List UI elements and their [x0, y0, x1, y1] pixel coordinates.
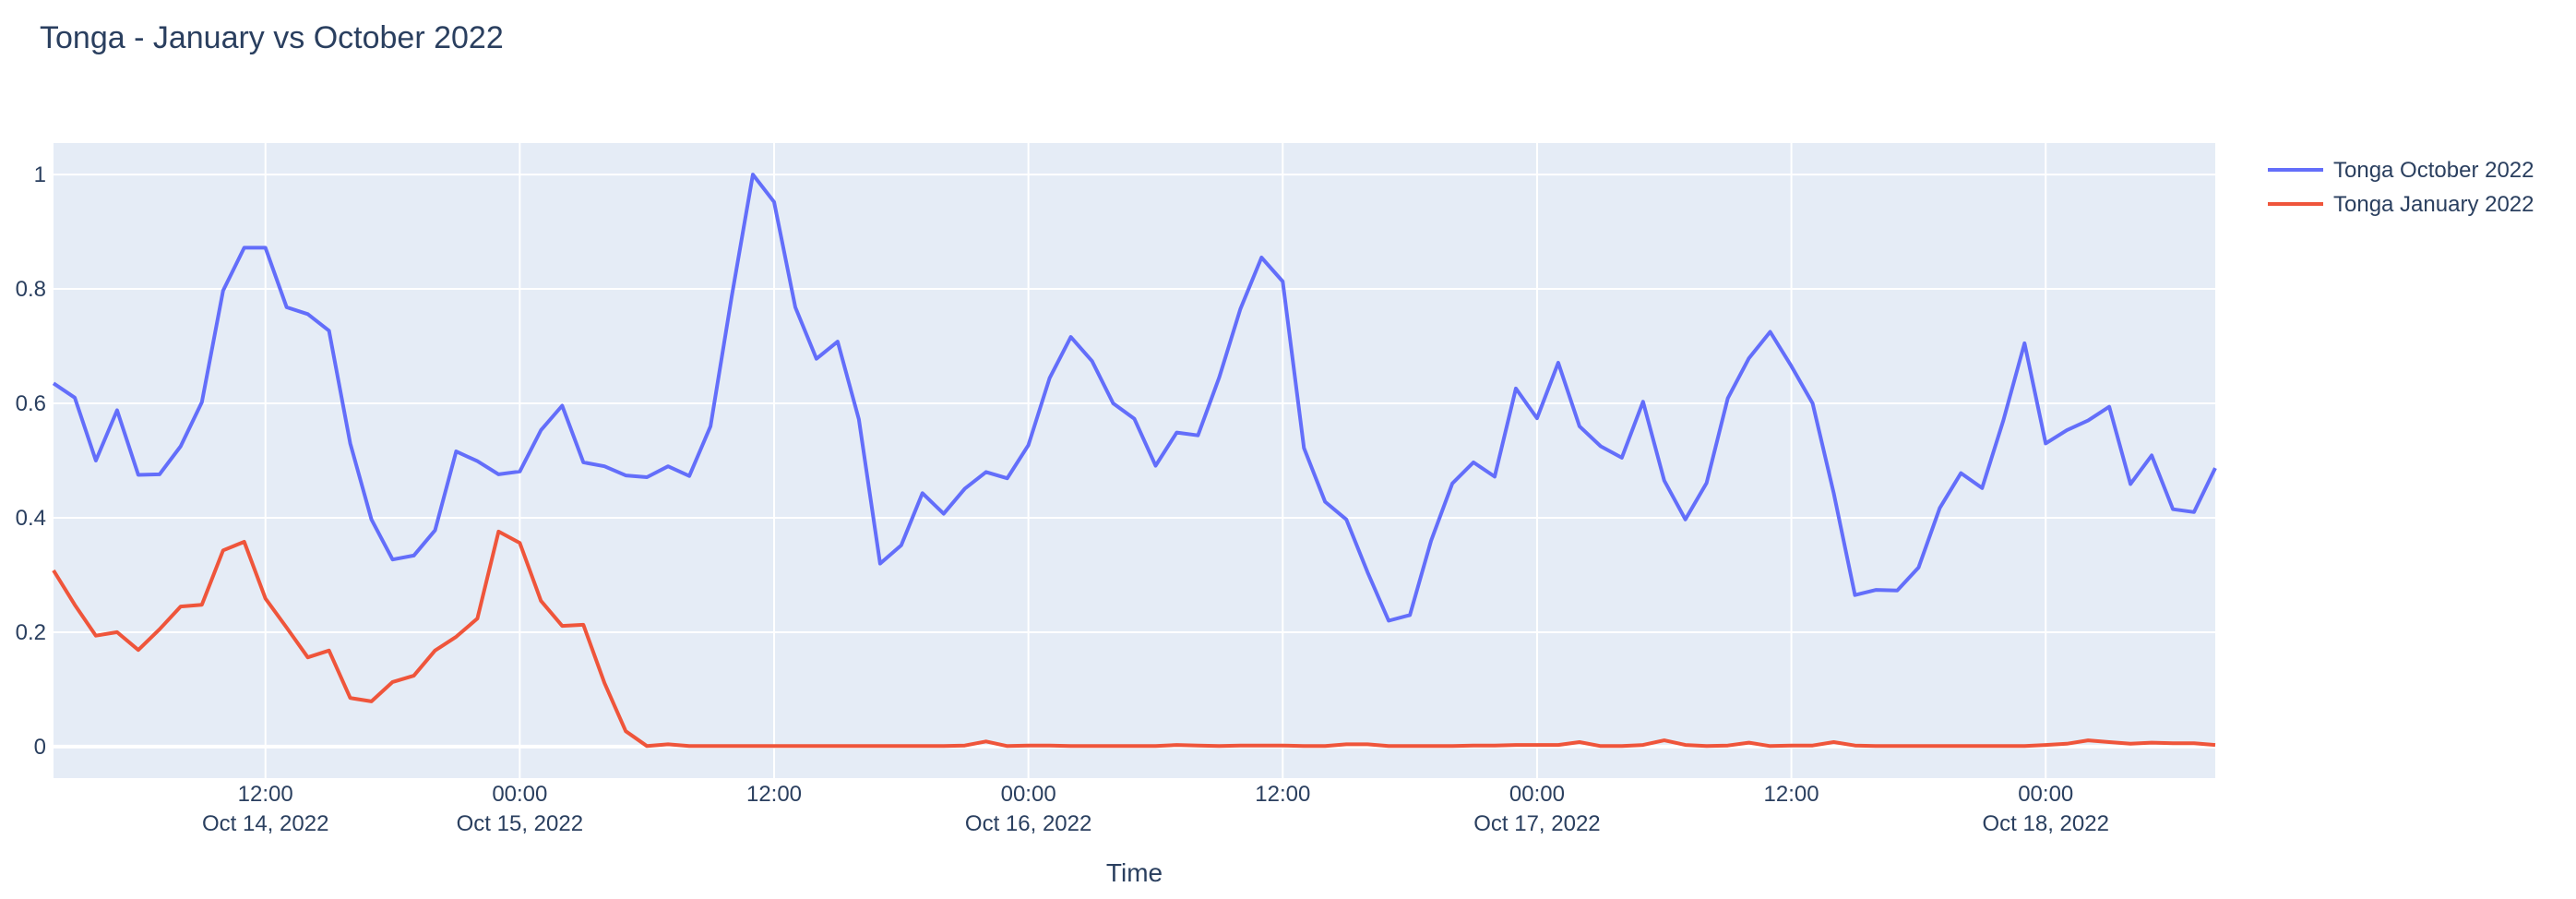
y-tick-label: 1: [34, 162, 46, 187]
x-tick-time-label: 12:00: [1255, 782, 1310, 807]
y-tick-label: 0.4: [16, 506, 46, 531]
x-tick-date-label: Oct 18, 2022: [1983, 811, 2109, 836]
legend: Tonga October 2022 Tonga January 2022: [2268, 158, 2534, 217]
series-lines: [52, 173, 2217, 749]
y-tick-label: 0: [34, 735, 46, 760]
x-tick-time-label: 00:00: [492, 782, 547, 807]
gridlines: [54, 143, 2215, 778]
series-line-january: [52, 529, 2216, 749]
y-tick-label: 0.2: [16, 620, 46, 645]
legend-label: Tonga October 2022: [2333, 158, 2534, 183]
plot-area: [54, 143, 2215, 778]
x-tick-time-label: 00:00: [2018, 782, 2073, 807]
y-tick-label: 0.6: [16, 391, 46, 416]
x-axis-ticks: 12:00 Oct 14, 2022 00:00 Oct 15, 2022 12:00 0…: [202, 782, 2109, 836]
x-tick-time-label: 00:00: [1509, 782, 1565, 807]
x-tick-date-label: Oct 17, 2022: [1473, 811, 1600, 836]
x-tick-date-label: Oct 15, 2022: [457, 811, 583, 836]
series-line-october: [52, 173, 2217, 623]
x-axis-title: Time: [1106, 858, 1163, 887]
x-tick-time-label: 00:00: [1001, 782, 1056, 807]
y-tick-label: 0.8: [16, 277, 46, 302]
y-axis-ticks: 0 0.2 0.4 0.6 0.8 1: [16, 162, 46, 760]
x-tick-time-label: 12:00: [238, 782, 293, 807]
x-tick-date-label: Oct 14, 2022: [202, 811, 328, 836]
legend-label: Tonga January 2022: [2333, 192, 2534, 217]
x-tick-date-label: Oct 16, 2022: [965, 811, 1091, 836]
x-tick-time-label: 12:00: [1764, 782, 1819, 807]
chart-title: Tonga - January vs October 2022: [40, 20, 504, 55]
x-tick-time-label: 12:00: [746, 782, 802, 807]
